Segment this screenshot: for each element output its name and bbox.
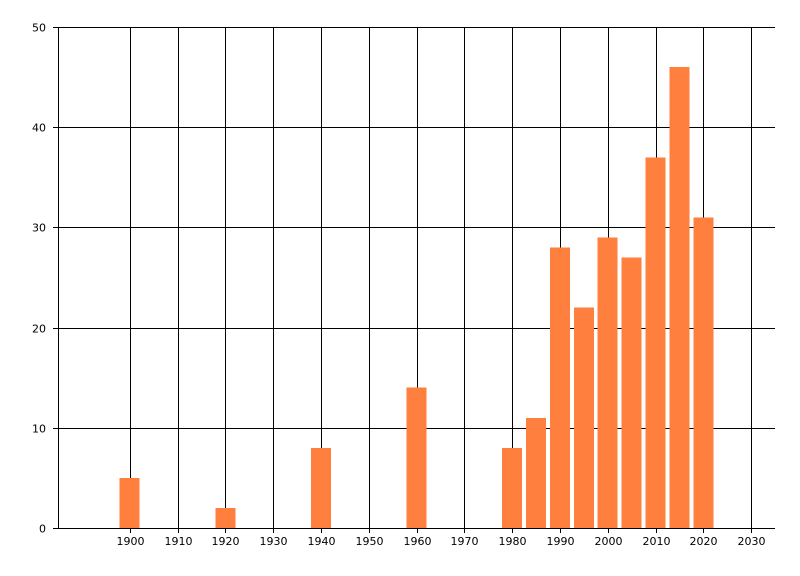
y-tick-label: 40 — [32, 122, 46, 135]
bar-2015 — [669, 67, 690, 528]
bar-1980 — [502, 447, 523, 528]
axes — [58, 27, 775, 529]
x-tick-label: 2020 — [690, 535, 718, 548]
bar-1960 — [406, 387, 427, 528]
y-tick-label: 20 — [32, 323, 46, 336]
x-tick-label: 1990 — [547, 535, 575, 548]
x-tick-label: 1920 — [212, 535, 240, 548]
x-tick-label: 2000 — [595, 535, 623, 548]
bar-2020 — [693, 217, 714, 528]
x-tick-label: 1970 — [451, 535, 479, 548]
x-tick-label: 1960 — [404, 535, 432, 548]
bar-1990 — [549, 247, 570, 528]
x-tick-label: 1940 — [308, 535, 336, 548]
x-tick-label: 2030 — [738, 535, 766, 548]
x-tick-label: 1950 — [356, 535, 384, 548]
x-tick-label: 1930 — [260, 535, 288, 548]
y-tick-label: 10 — [32, 423, 46, 436]
y-tick-label: 50 — [32, 22, 46, 35]
bar-1920 — [215, 507, 236, 528]
bar-1940 — [310, 447, 331, 528]
x-tick-label: 1900 — [117, 535, 145, 548]
y-tick-label: 30 — [32, 222, 46, 235]
bar-1995 — [573, 307, 594, 528]
bar-1900 — [119, 477, 140, 528]
bar-2000 — [597, 237, 618, 529]
y-tick-label: 0 — [39, 523, 46, 536]
bars — [119, 67, 714, 529]
x-tick-label: 2010 — [643, 535, 671, 548]
x-tick-label: 1910 — [165, 535, 193, 548]
x-tick-label: 1980 — [499, 535, 527, 548]
bar-2010 — [645, 157, 666, 528]
bar-1985 — [525, 417, 547, 528]
bar-2005 — [621, 257, 642, 528]
tick-labels: 1900 1910 1920 1930 1940 1950 1960 1970 1980 1990… — [32, 22, 766, 549]
